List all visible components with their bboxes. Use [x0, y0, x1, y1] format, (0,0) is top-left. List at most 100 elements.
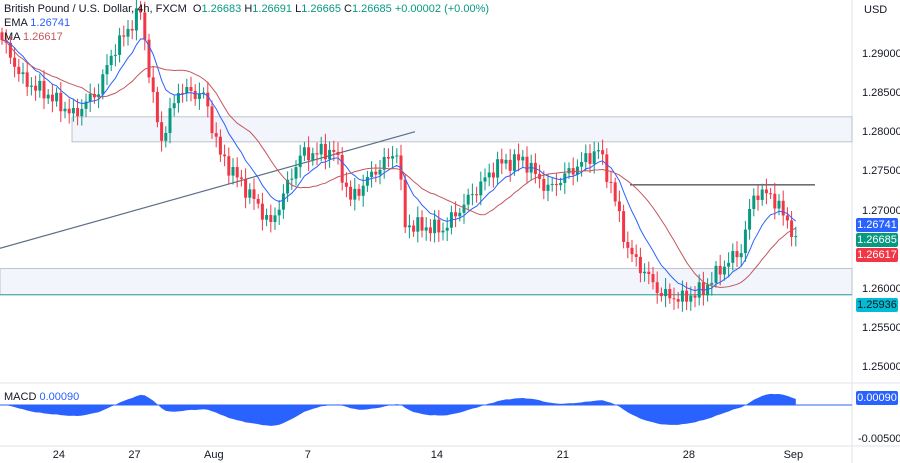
ema-legend[interactable]: EMA 1.26741: [4, 17, 71, 29]
candle-body: [508, 159, 512, 171]
low-value: 1.26665: [301, 3, 341, 15]
price-axis-label: 1.27500: [862, 165, 900, 178]
currency-label[interactable]: USD: [864, 4, 888, 16]
candle-body: [298, 155, 302, 168]
candle-body: [223, 154, 227, 157]
candle-body: [206, 92, 210, 107]
macd-legend[interactable]: MACD 0.00090: [4, 391, 80, 403]
candle-body: [391, 156, 395, 159]
candle-body: [638, 256, 642, 274]
candle-body: [693, 295, 697, 298]
candle-body: [483, 177, 487, 182]
candle-body: [655, 282, 659, 294]
candle-body: [134, 8, 138, 31]
macd-histogram: [0, 393, 796, 426]
time-axis-label: 24: [52, 449, 66, 461]
candle-body: [307, 147, 311, 161]
candle-body: [155, 91, 159, 123]
candle-body: [323, 143, 327, 160]
candle-body: [626, 241, 630, 248]
candle-body: [714, 265, 718, 283]
candle-body: [672, 298, 676, 300]
candle-body: [189, 87, 193, 91]
candle-body: [67, 108, 71, 114]
symbol-legend: British Pound / U.S. Dollar, 4h, FXCM O1…: [4, 3, 490, 15]
candle-body: [470, 194, 474, 196]
candle-body: [336, 151, 340, 155]
candle-body: [525, 156, 529, 173]
macd-axis-label: -0.00500: [858, 433, 900, 445]
support-zone: [0, 268, 853, 296]
candle-body: [785, 215, 789, 221]
candle-body: [634, 254, 638, 257]
candle-body: [407, 225, 411, 228]
candle-body: [659, 293, 663, 297]
time-axis-label: 7: [304, 449, 311, 461]
candle-body: [668, 288, 672, 299]
candle-body: [277, 209, 281, 216]
candle-body: [126, 28, 130, 37]
candle-body: [727, 262, 731, 267]
candle-body: [118, 35, 122, 55]
candle-body: [748, 208, 752, 230]
candle-body: [567, 168, 571, 174]
candle-body: [97, 94, 101, 98]
candle-body: [676, 299, 680, 302]
candle-body: [46, 94, 50, 99]
candle-body: [454, 212, 458, 217]
candle-body: [559, 182, 563, 186]
candle-body: [76, 107, 80, 117]
candle-body: [130, 28, 134, 31]
candle-body: [546, 184, 550, 191]
candle-body: [790, 220, 794, 237]
candle-body: [25, 72, 29, 87]
candle-body: [290, 178, 294, 180]
candle-body: [88, 93, 92, 102]
candle-body: [554, 183, 558, 186]
candle-body: [752, 195, 756, 209]
candle-body: [462, 204, 466, 213]
candle-body: [613, 182, 617, 202]
candle-body: [302, 147, 306, 156]
candle-body: [580, 162, 584, 167]
candle-body: [353, 188, 357, 200]
high-value: 1.26691: [252, 3, 293, 15]
candle-body: [17, 66, 21, 75]
candle-body: [617, 201, 621, 212]
candle-body: [265, 215, 269, 220]
candle-body: [168, 108, 172, 133]
candle-body: [84, 101, 88, 109]
candle-body: [428, 227, 432, 234]
price-axis-label: 1.25000: [862, 361, 900, 373]
candle-body: [139, 8, 143, 13]
candle-body: [701, 282, 705, 296]
candle-body: [244, 178, 248, 198]
ma-legend[interactable]: MA 1.26617: [4, 31, 63, 43]
candle-body: [8, 42, 12, 58]
candle-body: [357, 188, 361, 196]
candle-body: [315, 153, 319, 155]
candle-body: [601, 150, 605, 155]
candle-body: [743, 229, 747, 254]
candle-body: [113, 54, 117, 56]
candle-body: [680, 290, 684, 302]
ema-line: [1, 38, 797, 292]
candle-body: [458, 212, 462, 217]
change-value: +0.00002 (+0.00%): [394, 3, 490, 15]
candle-body: [42, 80, 46, 99]
candle-body: [260, 203, 264, 220]
candle-body: [147, 39, 151, 78]
candle-body: [433, 219, 437, 234]
candle-body: [424, 227, 428, 231]
ma-line: [1, 39, 797, 288]
candle-body: [739, 253, 743, 258]
candle-body: [365, 177, 369, 186]
candle-body: [491, 172, 495, 178]
candle-body: [59, 92, 63, 112]
time-axis-label: Sep: [783, 449, 804, 461]
candle-body: [416, 217, 420, 232]
candle-body: [239, 177, 243, 179]
price-axis-label: 1.25500: [862, 321, 900, 334]
